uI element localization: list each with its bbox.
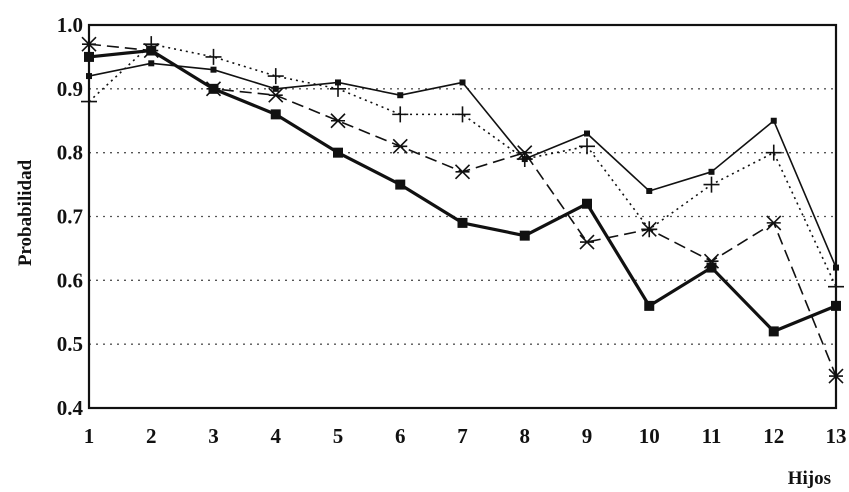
- y-tick-label: 0.8: [57, 141, 83, 165]
- x-tick-label: 2: [146, 424, 157, 448]
- data-point: [454, 164, 471, 180]
- plot-frame: [87, 23, 838, 410]
- data-point: [457, 217, 468, 228]
- data-point: [708, 168, 715, 175]
- x-tick-label: 9: [582, 424, 593, 448]
- data-point: [766, 215, 782, 231]
- data-point: [146, 45, 157, 56]
- data-point: [208, 83, 219, 94]
- data-point: [519, 230, 530, 241]
- series-3-line: [88, 43, 837, 377]
- data-point: [644, 300, 655, 311]
- series-4-line: [88, 48, 837, 333]
- data-point: [454, 106, 471, 123]
- series-layer: [81, 36, 844, 384]
- x-tick-label: 1: [84, 424, 95, 448]
- data-point: [270, 109, 281, 120]
- series-1-line: [88, 62, 837, 268]
- x-tick-label: 3: [208, 424, 219, 448]
- data-point: [84, 51, 94, 62]
- data-point: [703, 176, 720, 193]
- x-tick-label: 12: [763, 424, 784, 448]
- data-point: [81, 36, 97, 52]
- data-point: [392, 138, 408, 154]
- x-axis-label: Hijos: [788, 468, 831, 489]
- data-point: [267, 68, 284, 85]
- data-point: [579, 234, 595, 250]
- data-point: [148, 60, 155, 67]
- series-1: [86, 60, 839, 271]
- y-tick-label: 0.6: [57, 268, 83, 292]
- data-point: [81, 93, 97, 110]
- x-tick-label: 11: [702, 424, 722, 448]
- data-point: [330, 113, 346, 129]
- x-tick-labels: 1 2 3 4 5 6 7 8 9 10 11 12 13: [84, 424, 847, 448]
- data-point: [582, 198, 592, 209]
- data-point: [641, 221, 657, 237]
- data-point: [397, 92, 404, 99]
- x-tick-label: 8: [520, 424, 531, 448]
- data-point: [770, 117, 777, 124]
- data-point: [459, 79, 466, 86]
- data-point: [86, 73, 92, 80]
- data-point: [395, 179, 406, 190]
- data-point: [828, 368, 844, 384]
- data-point: [392, 106, 409, 123]
- gridlines: [89, 24, 836, 345]
- x-tick-label: 4: [271, 424, 282, 448]
- data-point: [646, 187, 653, 194]
- data-point: [210, 66, 217, 73]
- data-point: [706, 262, 717, 273]
- data-point: [768, 326, 779, 337]
- y-axis-label: Probabilidad: [15, 159, 36, 266]
- data-point: [333, 147, 343, 158]
- data-point: [205, 48, 222, 65]
- x-tick-label: 6: [395, 424, 406, 448]
- y-tick-label: 0.7: [57, 205, 83, 229]
- data-point: [831, 300, 841, 311]
- data-point: [833, 264, 839, 271]
- data-point: [330, 80, 346, 97]
- x-tick-label: 13: [826, 424, 847, 448]
- data-point: [765, 144, 782, 161]
- series-2: [81, 36, 844, 295]
- y-tick-label: 1.0: [57, 13, 83, 37]
- data-point: [268, 87, 284, 103]
- y-tick-labels: 0.4 0.5 0.6 0.7 0.8 0.9 1.0: [57, 13, 84, 420]
- y-tick-label: 0.9: [57, 77, 83, 101]
- data-point: [272, 85, 279, 92]
- data-point: [584, 130, 590, 137]
- x-tick-label: 10: [639, 424, 660, 448]
- x-tick-label: 5: [333, 424, 344, 448]
- data-point: [579, 138, 595, 155]
- data-point: [517, 145, 533, 161]
- series-4: [84, 45, 841, 337]
- series-3: [81, 36, 844, 384]
- x-tick-label: 7: [457, 424, 468, 448]
- data-point: [828, 278, 844, 295]
- y-tick-label: 0.5: [57, 332, 83, 356]
- y-tick-label: 0.4: [57, 396, 84, 420]
